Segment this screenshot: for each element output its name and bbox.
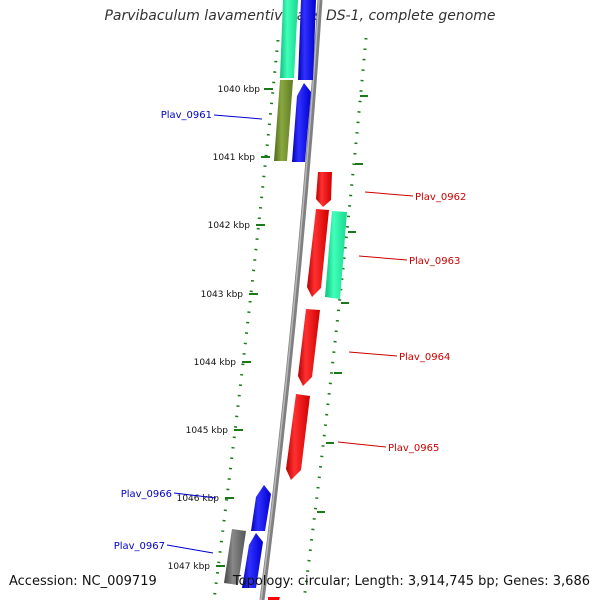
left-major-ticks — [216, 88, 273, 567]
scale-label-1047: 1047 kbp — [168, 562, 211, 572]
leader-plav-0965 — [337, 441, 387, 448]
map-title: Parvibaculum lavamentivorans DS-1, compl… — [104, 8, 496, 24]
genome-summary-text: Topology: circular; Length: 3,914,745 bp… — [232, 574, 590, 589]
cog-feature-olive-0961 — [274, 80, 293, 161]
cog-feature-teal-0963 — [325, 211, 347, 299]
scale-label-1044: 1044 kbp — [194, 358, 237, 368]
scale-label-1041: 1041 kbp — [213, 153, 256, 163]
gene-label-plav-0963[interactable]: Plav_0963 — [409, 256, 460, 267]
cds-forward-bottom — [268, 597, 280, 600]
gene-label-plav-0967[interactable]: Plav_0967 — [114, 541, 165, 552]
leader-plav-0964 — [348, 351, 398, 357]
left-tick-track — [212, 39, 280, 600]
cds-plav-0967 — [242, 533, 263, 588]
leader-plav-0967 — [166, 544, 214, 554]
cds-plav-0965 — [286, 394, 310, 480]
scale-label-1042: 1042 kbp — [208, 221, 251, 231]
accession-text: Accession: NC_009719 — [9, 574, 157, 589]
leader-plav-0961 — [213, 114, 263, 120]
gene-label-plav-0961[interactable]: Plav_0961 — [161, 110, 212, 121]
cds-plav-0963 — [307, 209, 329, 297]
genome-backbone-highlight — [260, 0, 320, 600]
scale-label-1046: 1046 kbp — [177, 494, 220, 504]
cds-plav-0964 — [298, 309, 320, 386]
scale-label-1040: 1040 kbp — [218, 85, 261, 95]
right-major-ticks — [317, 95, 368, 513]
cds-plav-0966 — [251, 485, 271, 531]
leader-plav-0963 — [358, 255, 408, 261]
leader-plav-0962 — [364, 191, 414, 197]
cds-plav-0961 — [292, 83, 311, 162]
gene-label-plav-0962[interactable]: Plav_0962 — [415, 192, 466, 203]
cog-feature-teal-top — [280, 0, 298, 78]
leader-plav-0966 — [173, 492, 217, 499]
gene-label-plav-0965[interactable]: Plav_0965 — [388, 443, 439, 454]
scale-label-1043: 1043 kbp — [201, 290, 244, 300]
gene-label-plav-0964[interactable]: Plav_0964 — [399, 352, 450, 363]
cog-feature-grey-0967 — [224, 529, 246, 585]
cds-plav-0962 — [316, 172, 332, 207]
genome-backbone — [259, 0, 323, 600]
scale-label-1045: 1045 kbp — [186, 426, 229, 436]
gene-label-plav-0966[interactable]: Plav_0966 — [121, 489, 172, 500]
cds-reverse-top — [298, 0, 316, 80]
